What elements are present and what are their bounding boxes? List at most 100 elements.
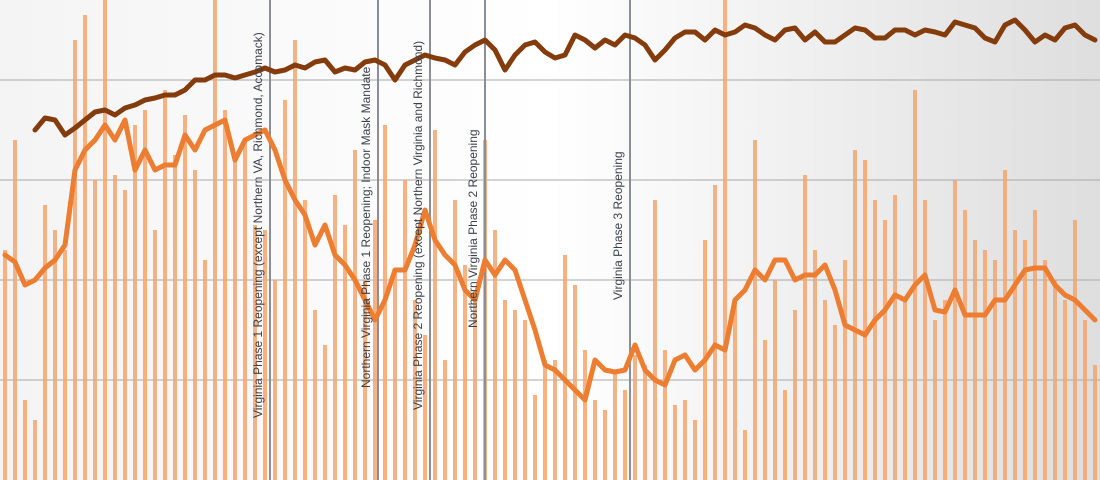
line xyxy=(32,17,1098,138)
bar xyxy=(553,360,557,480)
bar xyxy=(723,0,727,480)
bar xyxy=(603,410,607,480)
bar xyxy=(713,185,717,480)
bar xyxy=(513,310,517,480)
bar xyxy=(223,110,227,480)
bar xyxy=(243,140,247,480)
bar xyxy=(533,395,537,480)
bar xyxy=(963,210,967,480)
bar xyxy=(693,420,697,480)
bar xyxy=(143,110,147,480)
bar xyxy=(1083,320,1087,480)
bar xyxy=(363,280,367,480)
bar xyxy=(123,190,127,480)
bar xyxy=(343,225,347,480)
bar xyxy=(103,0,107,480)
bar xyxy=(1013,230,1017,480)
bar xyxy=(173,155,177,480)
bar xyxy=(193,170,197,480)
bar xyxy=(523,320,527,480)
bar xyxy=(323,345,327,480)
bar xyxy=(733,300,737,480)
bar xyxy=(73,40,77,480)
bar xyxy=(433,130,437,480)
bar xyxy=(873,200,877,480)
bar xyxy=(163,90,167,480)
bar xyxy=(933,320,937,480)
bar xyxy=(113,175,117,480)
bar xyxy=(153,230,157,480)
bar xyxy=(413,300,417,480)
bar xyxy=(863,160,867,480)
bar xyxy=(373,220,377,480)
bar xyxy=(1033,210,1037,480)
event-label: Virginia Phase 3 Reopening xyxy=(611,151,625,300)
bar xyxy=(263,230,267,480)
bar xyxy=(293,40,297,480)
bar xyxy=(753,140,757,480)
bar xyxy=(1043,260,1047,480)
bar xyxy=(973,240,977,480)
bar xyxy=(1023,240,1027,480)
bar xyxy=(883,220,887,480)
bar xyxy=(903,300,907,480)
event-label: Northern Virginia Phase 2 Reopening xyxy=(466,129,480,328)
bar xyxy=(983,250,987,480)
line xyxy=(2,117,1098,403)
bar xyxy=(793,310,797,480)
bar xyxy=(543,360,547,480)
bar xyxy=(463,265,467,480)
bar xyxy=(813,250,817,480)
bar xyxy=(283,100,287,480)
bar xyxy=(213,0,217,480)
bar xyxy=(203,260,207,480)
bar xyxy=(1063,300,1067,480)
bar xyxy=(1003,170,1007,480)
bar xyxy=(953,180,957,480)
bar xyxy=(1093,365,1097,480)
bar xyxy=(583,350,587,480)
bar xyxy=(653,200,657,480)
bar xyxy=(83,15,87,480)
bar xyxy=(803,175,807,480)
bar xyxy=(353,150,357,480)
bar xyxy=(853,150,857,480)
bar xyxy=(823,300,827,480)
bar xyxy=(623,390,627,480)
bar xyxy=(303,200,307,480)
bar xyxy=(3,250,7,480)
bar xyxy=(593,400,597,480)
bar xyxy=(943,300,947,480)
bar xyxy=(453,200,457,480)
bar xyxy=(1053,280,1057,480)
bar xyxy=(613,370,617,480)
bar xyxy=(673,405,677,480)
event-label: Northern Virginia Phase 1 Reopening; Ind… xyxy=(359,66,373,388)
bar xyxy=(663,350,667,480)
bar xyxy=(473,290,477,480)
event-label: Virginia Phase 1 Reopening (except North… xyxy=(251,32,265,418)
bar xyxy=(93,180,97,480)
bar xyxy=(993,260,997,480)
bar xyxy=(253,225,257,480)
bar xyxy=(423,335,427,480)
bar xyxy=(633,355,637,480)
bar xyxy=(63,250,67,480)
bar xyxy=(333,195,337,480)
bar xyxy=(763,340,767,480)
bar xyxy=(43,205,47,480)
bar xyxy=(503,300,507,480)
bar xyxy=(493,230,497,480)
bar xyxy=(133,125,137,480)
bar xyxy=(893,195,897,480)
bar xyxy=(843,260,847,480)
bar xyxy=(53,230,57,480)
bar xyxy=(643,365,647,480)
bar xyxy=(273,280,277,480)
bar xyxy=(23,400,27,480)
bar xyxy=(313,310,317,480)
bar xyxy=(743,430,747,480)
bar xyxy=(683,400,687,480)
bar xyxy=(1073,220,1077,480)
bar xyxy=(233,160,237,480)
